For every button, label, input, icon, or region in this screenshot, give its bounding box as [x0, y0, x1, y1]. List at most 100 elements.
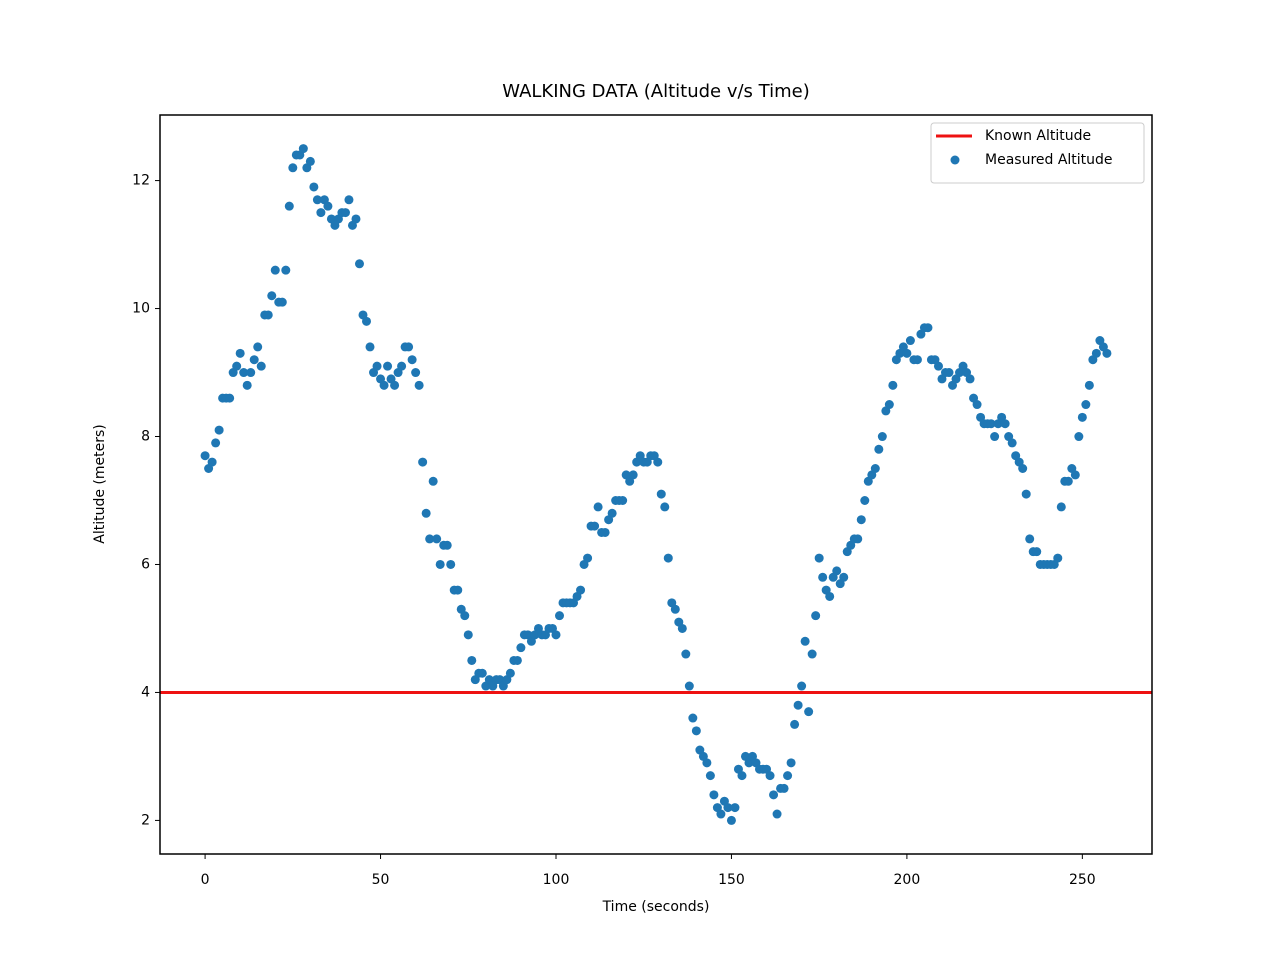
x-axis-label: Time (seconds) — [602, 899, 710, 915]
data-point — [1000, 419, 1010, 429]
data-point — [270, 265, 280, 275]
data-point — [769, 790, 779, 800]
data-point — [807, 649, 817, 659]
data-point — [972, 400, 982, 410]
data-point — [839, 572, 849, 582]
data-point — [505, 668, 515, 678]
data-point — [1074, 432, 1084, 442]
data-point — [477, 668, 487, 678]
data-point — [656, 489, 666, 499]
data-point — [990, 432, 1000, 442]
data-point — [765, 771, 775, 781]
data-point — [730, 803, 740, 813]
data-point — [200, 451, 210, 461]
x-tick-label: 200 — [894, 872, 921, 888]
data-point — [1091, 348, 1101, 358]
data-point — [1077, 412, 1087, 422]
data-point — [702, 758, 712, 768]
data-point — [1032, 547, 1042, 557]
data-point — [814, 553, 824, 563]
data-point — [225, 393, 235, 403]
y-tick-label: 8 — [141, 429, 150, 445]
data-point — [856, 515, 866, 525]
data-point — [600, 527, 610, 537]
data-point — [281, 265, 291, 275]
y-tick-label: 4 — [141, 684, 150, 700]
data-point — [390, 380, 400, 390]
data-point — [407, 355, 417, 365]
data-point — [800, 636, 810, 646]
data-point — [660, 502, 670, 512]
data-point — [411, 368, 421, 378]
data-point — [428, 476, 438, 486]
data-point — [1102, 348, 1112, 358]
data-point — [239, 368, 249, 378]
data-point — [249, 355, 259, 365]
data-point — [1081, 400, 1091, 410]
data-point — [288, 163, 298, 173]
data-point — [435, 559, 445, 569]
data-point — [512, 655, 522, 665]
data-point — [1056, 502, 1066, 512]
data-point — [284, 201, 294, 211]
legend: Known Altitude Measured Altitude — [930, 122, 1145, 184]
data-point — [965, 374, 975, 384]
data-point — [944, 368, 954, 378]
data-point — [1063, 476, 1073, 486]
data-point — [425, 534, 435, 544]
data-point — [309, 182, 319, 192]
data-point — [681, 649, 691, 659]
data-point — [677, 623, 687, 633]
data-point — [653, 457, 663, 467]
data-point — [298, 144, 308, 154]
y-tick-label: 12 — [132, 173, 150, 189]
x-tick-label: 100 — [543, 872, 570, 888]
legend-box — [930, 122, 1145, 184]
legend-label: Measured Altitude — [985, 152, 1113, 168]
data-point — [663, 553, 673, 563]
data-point — [397, 361, 407, 371]
axes-frame — [159, 114, 1153, 855]
y-tick-label: 6 — [141, 556, 150, 572]
data-point — [305, 156, 315, 166]
data-point — [379, 380, 389, 390]
data-point — [453, 585, 463, 595]
data-point — [684, 681, 694, 691]
data-point — [860, 495, 870, 505]
data-point — [362, 316, 372, 326]
data-point — [779, 783, 789, 793]
data-point — [905, 336, 915, 346]
data-point — [933, 361, 943, 371]
data-point — [256, 361, 266, 371]
data-point — [312, 195, 322, 205]
data-point — [793, 700, 803, 710]
data-point — [460, 611, 470, 621]
data-point — [888, 380, 898, 390]
data-point — [986, 419, 996, 429]
data-point — [790, 719, 800, 729]
data-point — [912, 355, 922, 365]
x-tick-label: 50 — [372, 872, 390, 888]
data-point — [783, 771, 793, 781]
data-point — [418, 457, 428, 467]
x-tick-label: 250 — [1069, 872, 1096, 888]
data-point — [372, 361, 382, 371]
data-point — [853, 534, 863, 544]
data-point — [463, 630, 473, 640]
data-point — [214, 425, 224, 435]
chart-title: WALKING DATA (Altitude v/s Time) — [502, 81, 809, 102]
data-point — [467, 655, 477, 665]
data-point — [442, 540, 452, 550]
data-point — [716, 809, 726, 819]
data-point — [242, 380, 252, 390]
data-point — [421, 508, 431, 518]
data-point — [446, 559, 456, 569]
data-point — [737, 771, 747, 781]
data-point — [705, 771, 715, 781]
data-point — [267, 291, 277, 301]
data-point — [628, 470, 638, 480]
data-point — [551, 630, 561, 640]
data-point — [263, 310, 273, 320]
x-tick-label: 0 — [201, 872, 210, 888]
